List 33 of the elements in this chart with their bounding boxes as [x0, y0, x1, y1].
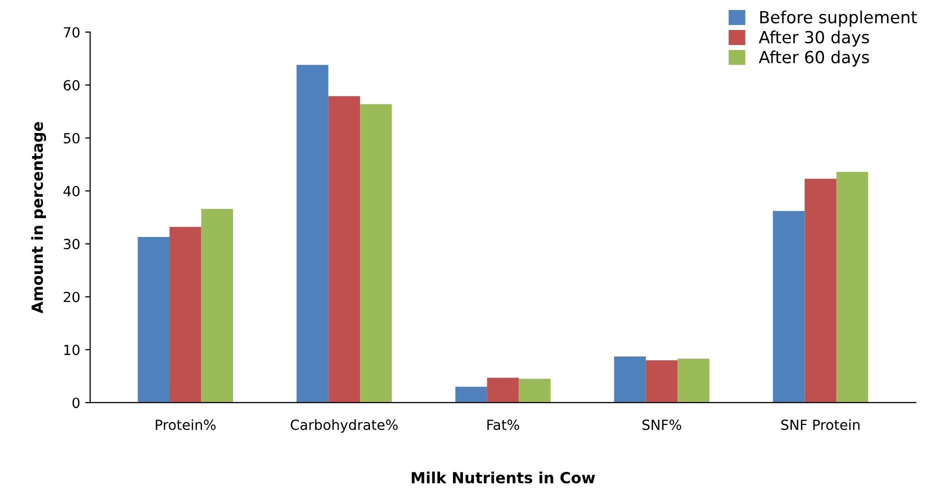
bar [678, 358, 710, 403]
legend-label: Before supplement [760, 10, 917, 27]
y-tick-label: 70 [64, 27, 80, 38]
y-tick-label: 60 [64, 80, 80, 91]
x-tick-label: Carbohydrate% [290, 419, 398, 433]
x-axis-title: Milk Nutrients in Cow [412, 472, 595, 484]
legend-label: After 60 days [758, 50, 869, 67]
x-tick-label: SNF Protein [781, 419, 860, 430]
bar [836, 172, 868, 403]
bar [487, 378, 519, 403]
bar [518, 378, 551, 403]
bar [804, 178, 836, 403]
x-tick-label: SNF% [642, 420, 682, 430]
bar [138, 236, 170, 403]
bar [201, 208, 234, 403]
legend-label: After 30 days [758, 30, 869, 47]
y-tick-label: 40 [63, 186, 80, 196]
y-tick-label: 50 [64, 132, 80, 144]
y-tick-label: 30 [64, 238, 80, 250]
bar [170, 226, 202, 403]
y-tick-label: 10 [64, 344, 80, 356]
bar [328, 96, 360, 403]
y-tick-label: 0 [72, 398, 80, 408]
bar [296, 64, 328, 403]
bar [360, 104, 392, 403]
bar [455, 386, 488, 403]
x-tick-label: Fat% [487, 420, 520, 430]
bar [772, 211, 805, 403]
y-axis-title: Amount in percentage [31, 122, 46, 314]
y-tick-label: 20 [64, 292, 80, 302]
x-tick-label: Protein% [156, 419, 216, 430]
bar [646, 360, 678, 403]
bar [614, 356, 646, 403]
